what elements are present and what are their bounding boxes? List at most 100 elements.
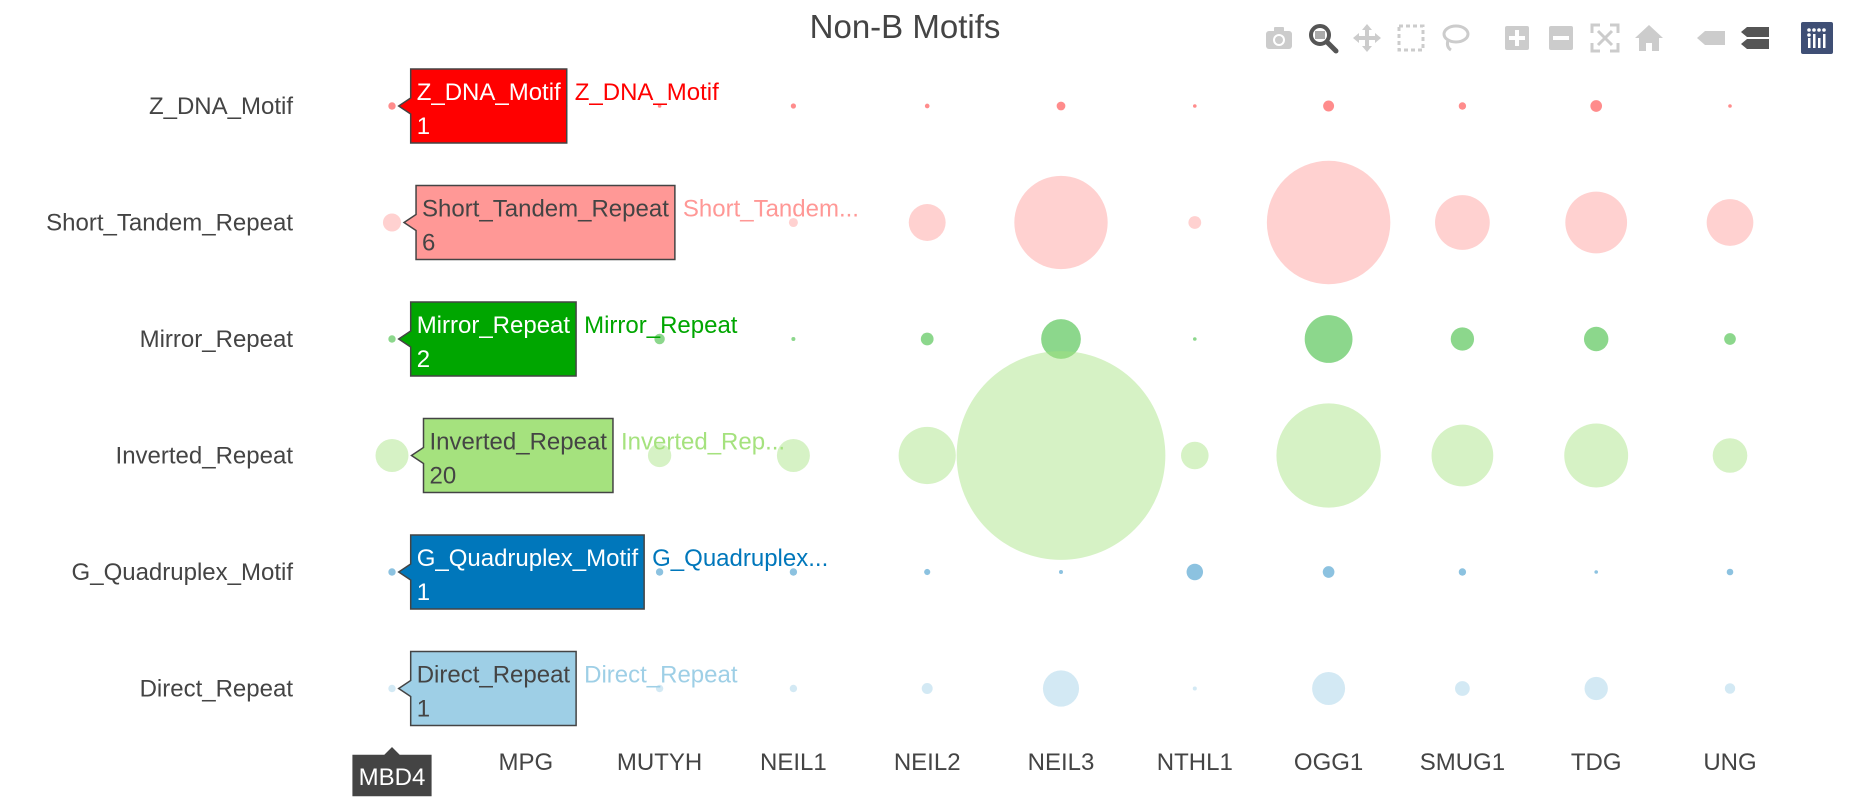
zoom-in-button[interactable] [1498,19,1536,57]
bubble-point[interactable] [789,684,798,693]
bubble-point[interactable] [1455,681,1470,696]
bubble-point[interactable] [655,684,664,693]
camera-button[interactable] [1260,19,1298,57]
plotly-logo-icon [1801,22,1833,54]
bubble-point[interactable] [1042,670,1080,707]
bubble-point[interactable] [921,683,933,694]
bubble-point[interactable] [1458,102,1467,110]
box-select-button[interactable] [1392,19,1430,57]
hover-closest-button[interactable] [1692,19,1730,57]
bubble-point[interactable] [1706,199,1754,246]
chart-title: Non-B Motifs [810,8,1001,45]
bubble-point[interactable] [1266,160,1391,285]
bubble-point[interactable] [1186,563,1204,581]
bubble-point[interactable] [1724,333,1736,345]
bubble-point[interactable] [654,333,665,345]
bubble-point[interactable] [388,102,396,110]
hover-label: Z_DNA_Motif 1 Z_DNA_Motif [397,68,719,144]
bubble-point[interactable] [908,204,946,241]
hover-label-text: Short_Tandem_Repeat [422,196,669,223]
bubble-point[interactable] [1712,438,1748,473]
hover-label-value: 1 [417,113,430,140]
bubble-point[interactable] [956,351,1166,560]
bubble-point[interactable] [657,104,662,108]
bubble-point[interactable] [388,335,396,343]
bubble-point[interactable] [1564,423,1629,488]
bubble-point[interactable] [647,443,672,468]
bubble-point[interactable] [1056,101,1066,111]
autoscale-icon [1590,23,1620,53]
zoom-in-icon [1505,26,1529,50]
zoom-out-icon [1549,26,1573,50]
reset-axes-button[interactable] [1630,19,1668,57]
zoom-icon [1309,24,1339,54]
x-tick-label: MPG [498,749,553,776]
bubble-point[interactable] [1724,683,1736,694]
hover-label-value: 1 [417,579,430,606]
bubble-point[interactable] [1014,175,1108,270]
bubble-point[interactable] [1041,319,1081,359]
hover-label-value: 1 [417,696,430,723]
lasso-select-button[interactable] [1436,19,1474,57]
bubble-point[interactable] [1192,686,1197,691]
hover-label-text: Z_DNA_Motif [417,79,561,106]
bubble-point[interactable] [920,332,934,346]
bubble-point[interactable] [1193,104,1197,108]
y-tick-label: Inverted_Repeat [116,443,294,470]
bubble-point[interactable] [1458,568,1467,576]
x-tick-label: OGG1 [1294,749,1363,776]
bubble-point[interactable] [1594,570,1598,574]
bubble-point[interactable] [388,568,396,576]
bubble-point[interactable] [1323,100,1335,112]
bubble-point[interactable] [788,217,798,228]
plotly-logo-button[interactable] [1798,19,1836,57]
hover-label-text: Direct_Repeat [417,662,571,689]
bubble-point[interactable] [1590,100,1603,112]
bubble-point[interactable] [388,684,396,693]
zoom-out-button[interactable] [1542,19,1580,57]
hover-trace-name: Z_DNA_Motif [575,79,719,106]
bubble-point[interactable] [382,213,402,232]
bubble-point[interactable] [1726,568,1734,576]
bubble-point[interactable] [1276,403,1381,508]
reset-axes-icon [1635,25,1663,51]
bubble-point[interactable] [1450,327,1475,351]
bubble-point[interactable] [1431,424,1494,487]
bubble-point[interactable] [776,439,810,472]
hover-label-value: 6 [422,230,435,257]
bubble-point[interactable] [1584,676,1608,701]
hover-label-box [397,650,577,727]
bubble-point[interactable] [1304,315,1353,363]
bubble-point[interactable] [790,103,797,109]
camera-icon [1266,27,1292,49]
hover-compare-button[interactable] [1736,19,1774,57]
bubble-point[interactable] [1583,326,1609,352]
bubble-point[interactable] [375,439,409,472]
pan-button[interactable] [1348,19,1386,57]
hover-trace-name: Direct_Repeat [584,662,738,689]
bubble-point[interactable] [1181,441,1209,470]
bubble-point[interactable] [1435,195,1490,250]
hover-label: G_Quadruplex_Motif 1 G_Quadruplex... [397,534,828,610]
bubble-point[interactable] [791,336,796,342]
bubble-point[interactable] [898,426,956,485]
autoscale-button[interactable] [1586,19,1624,57]
x-tick-label: NEIL2 [894,749,961,776]
bubble-point[interactable] [1322,566,1335,578]
bubble-point[interactable] [1193,337,1197,341]
bubble-point[interactable] [1565,191,1628,254]
bubble-point[interactable] [1728,104,1732,108]
bubble-point[interactable] [789,568,798,576]
bubble-point[interactable] [1058,569,1064,575]
hover-compare-icon [1741,27,1769,49]
bubble-point[interactable] [1188,216,1202,229]
bubble-point[interactable] [1312,672,1346,705]
y-tick-label: Short_Tandem_Repeat [46,210,293,237]
x-tick-label: NTHL1 [1157,749,1233,776]
zoom-button[interactable] [1304,19,1342,57]
bubble-point[interactable] [924,568,931,576]
hover-label: Short_Tandem_Repeat 6 Short_Tandem... [402,184,859,261]
bubble-point[interactable] [924,103,930,109]
bubble-point[interactable] [655,568,664,576]
